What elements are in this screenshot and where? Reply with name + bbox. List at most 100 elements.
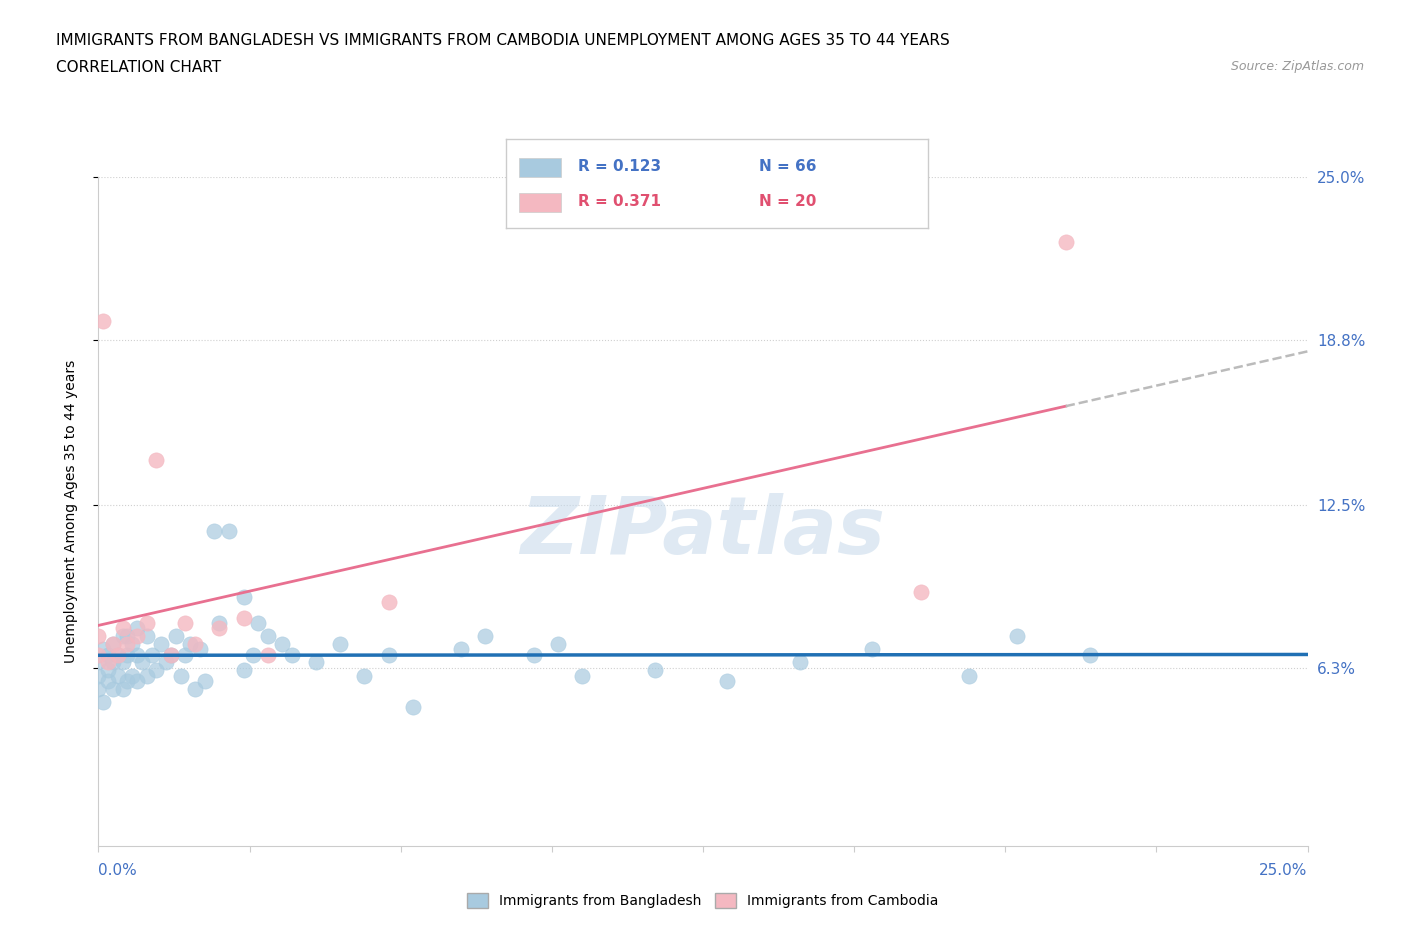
Point [107, 647, 129, 662]
Point [1054, 235, 1077, 250]
Point [957, 668, 980, 683]
Point [208, 621, 231, 636]
Point [232, 590, 254, 604]
Point [256, 629, 278, 644]
Point [218, 524, 240, 538]
Point [121, 668, 143, 683]
Bar [519, 193, 561, 212]
Point [571, 668, 593, 683]
Text: R = 0.123: R = 0.123 [578, 159, 661, 175]
Point [165, 629, 187, 644]
Point [135, 629, 157, 644]
Point [107, 647, 129, 662]
Point [107, 668, 129, 683]
Point [232, 663, 254, 678]
Point [111, 621, 134, 636]
Point [305, 655, 328, 670]
Point [155, 655, 177, 670]
Point [256, 647, 278, 662]
Point [101, 637, 124, 652]
Point [271, 637, 294, 652]
Point [117, 629, 139, 644]
Point [910, 584, 932, 599]
Point [174, 647, 197, 662]
Point [860, 642, 883, 657]
Point [1007, 629, 1029, 644]
Text: CORRELATION CHART: CORRELATION CHART [56, 60, 221, 75]
Point [91, 313, 114, 328]
Point [377, 594, 399, 609]
Point [194, 673, 217, 688]
Point [127, 621, 149, 636]
Point [97, 655, 120, 670]
Text: 25.0%: 25.0% [1260, 863, 1308, 878]
Text: IMMIGRANTS FROM BANGLADESH VS IMMIGRANTS FROM CAMBODIA UNEMPLOYMENT AMONG AGES 3: IMMIGRANTS FROM BANGLADESH VS IMMIGRANTS… [56, 33, 950, 47]
Point [150, 637, 173, 652]
Point [87, 668, 110, 683]
Point [121, 637, 143, 652]
Point [402, 699, 425, 714]
Point [97, 647, 120, 662]
Bar [519, 158, 561, 178]
Point [160, 647, 183, 662]
Point [91, 695, 114, 710]
Point [377, 647, 399, 662]
Point [97, 673, 120, 688]
Point [184, 682, 207, 697]
Point [131, 655, 153, 670]
Point [188, 642, 211, 657]
Point [179, 637, 201, 652]
Point [117, 637, 139, 652]
Legend: Immigrants from Bangladesh, Immigrants from Cambodia: Immigrants from Bangladesh, Immigrants f… [461, 888, 945, 914]
Point [247, 616, 270, 631]
Point [135, 668, 157, 683]
Point [1078, 647, 1101, 662]
Point [329, 637, 352, 652]
Point [523, 647, 546, 662]
Point [111, 682, 134, 697]
Text: N = 66: N = 66 [759, 159, 817, 175]
Point [101, 682, 124, 697]
Point [101, 637, 124, 652]
Point [117, 673, 139, 688]
Point [169, 668, 191, 683]
Point [127, 673, 149, 688]
Point [184, 637, 207, 652]
Point [145, 453, 167, 468]
Point [160, 647, 183, 662]
Point [281, 647, 304, 662]
Point [174, 616, 197, 631]
Point [789, 655, 811, 670]
Point [87, 682, 110, 697]
Point [716, 673, 738, 688]
Point [87, 629, 110, 644]
Point [141, 647, 163, 662]
Y-axis label: Unemployment Among Ages 35 to 44 years: Unemployment Among Ages 35 to 44 years [63, 360, 77, 663]
Point [242, 647, 264, 662]
Text: Source: ZipAtlas.com: Source: ZipAtlas.com [1230, 60, 1364, 73]
Text: N = 20: N = 20 [759, 193, 817, 209]
Point [91, 642, 114, 657]
Point [101, 655, 124, 670]
Point [127, 647, 149, 662]
Point [111, 629, 134, 644]
Point [547, 637, 569, 652]
Point [450, 642, 472, 657]
Point [208, 616, 231, 631]
Point [97, 663, 120, 678]
Point [145, 663, 167, 678]
Text: R = 0.371: R = 0.371 [578, 193, 661, 209]
Point [204, 524, 226, 538]
Point [111, 655, 134, 670]
Point [117, 647, 139, 662]
Point [135, 616, 157, 631]
Text: 0.0%: 0.0% [98, 863, 138, 878]
Text: ZIPatlas: ZIPatlas [520, 493, 886, 571]
Point [232, 610, 254, 625]
Point [474, 629, 496, 644]
Point [644, 663, 666, 678]
Point [87, 647, 110, 662]
Point [353, 668, 375, 683]
Point [127, 629, 149, 644]
Point [87, 655, 110, 670]
